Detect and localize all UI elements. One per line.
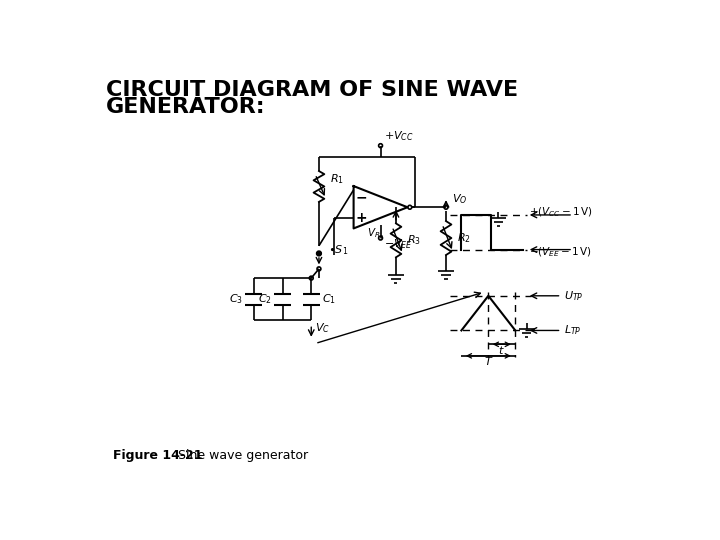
Text: $+(V_{CC}-1\,\mathrm{V})$: $+(V_{CC}-1\,\mathrm{V})$ <box>529 205 593 219</box>
Text: $C_1$: $C_1$ <box>322 292 336 306</box>
Circle shape <box>317 251 321 256</box>
Text: $R_2$: $R_2$ <box>456 231 471 245</box>
Text: $+V_{CC}$: $+V_{CC}$ <box>384 130 414 143</box>
Text: +: + <box>356 211 367 225</box>
Text: $-(V_{EE}-1\,\mathrm{V})$: $-(V_{EE}-1\,\mathrm{V})$ <box>529 246 592 260</box>
Text: Figure 14-21: Figure 14-21 <box>113 449 203 462</box>
Text: $\bullet S_1$: $\bullet S_1$ <box>328 242 348 256</box>
Text: $V_C$: $V_C$ <box>315 321 330 335</box>
Text: $t$: $t$ <box>498 343 505 356</box>
Text: $C_2$: $C_2$ <box>258 292 272 306</box>
FancyBboxPatch shape <box>89 62 649 484</box>
Text: $V_{R_3}$: $V_{R_3}$ <box>366 227 384 242</box>
Text: $R_3$: $R_3$ <box>407 233 420 247</box>
Text: $V_O$: $V_O$ <box>452 193 467 206</box>
Text: $L_{TP}$: $L_{TP}$ <box>564 323 582 338</box>
Text: $U_{TP}$: $U_{TP}$ <box>564 289 583 303</box>
Text: GENERATOR:: GENERATOR: <box>106 97 265 117</box>
Text: −: − <box>356 190 367 204</box>
Text: $C_3$: $C_3$ <box>229 292 243 306</box>
Text: $T$: $T$ <box>484 355 493 367</box>
Text: CIRCUIT DIAGRAM OF SINE WAVE: CIRCUIT DIAGRAM OF SINE WAVE <box>106 80 518 100</box>
Text: $R_1$: $R_1$ <box>330 172 343 186</box>
Text: Sine wave generator: Sine wave generator <box>166 449 308 462</box>
Text: $-V_{EE}$: $-V_{EE}$ <box>384 237 413 251</box>
